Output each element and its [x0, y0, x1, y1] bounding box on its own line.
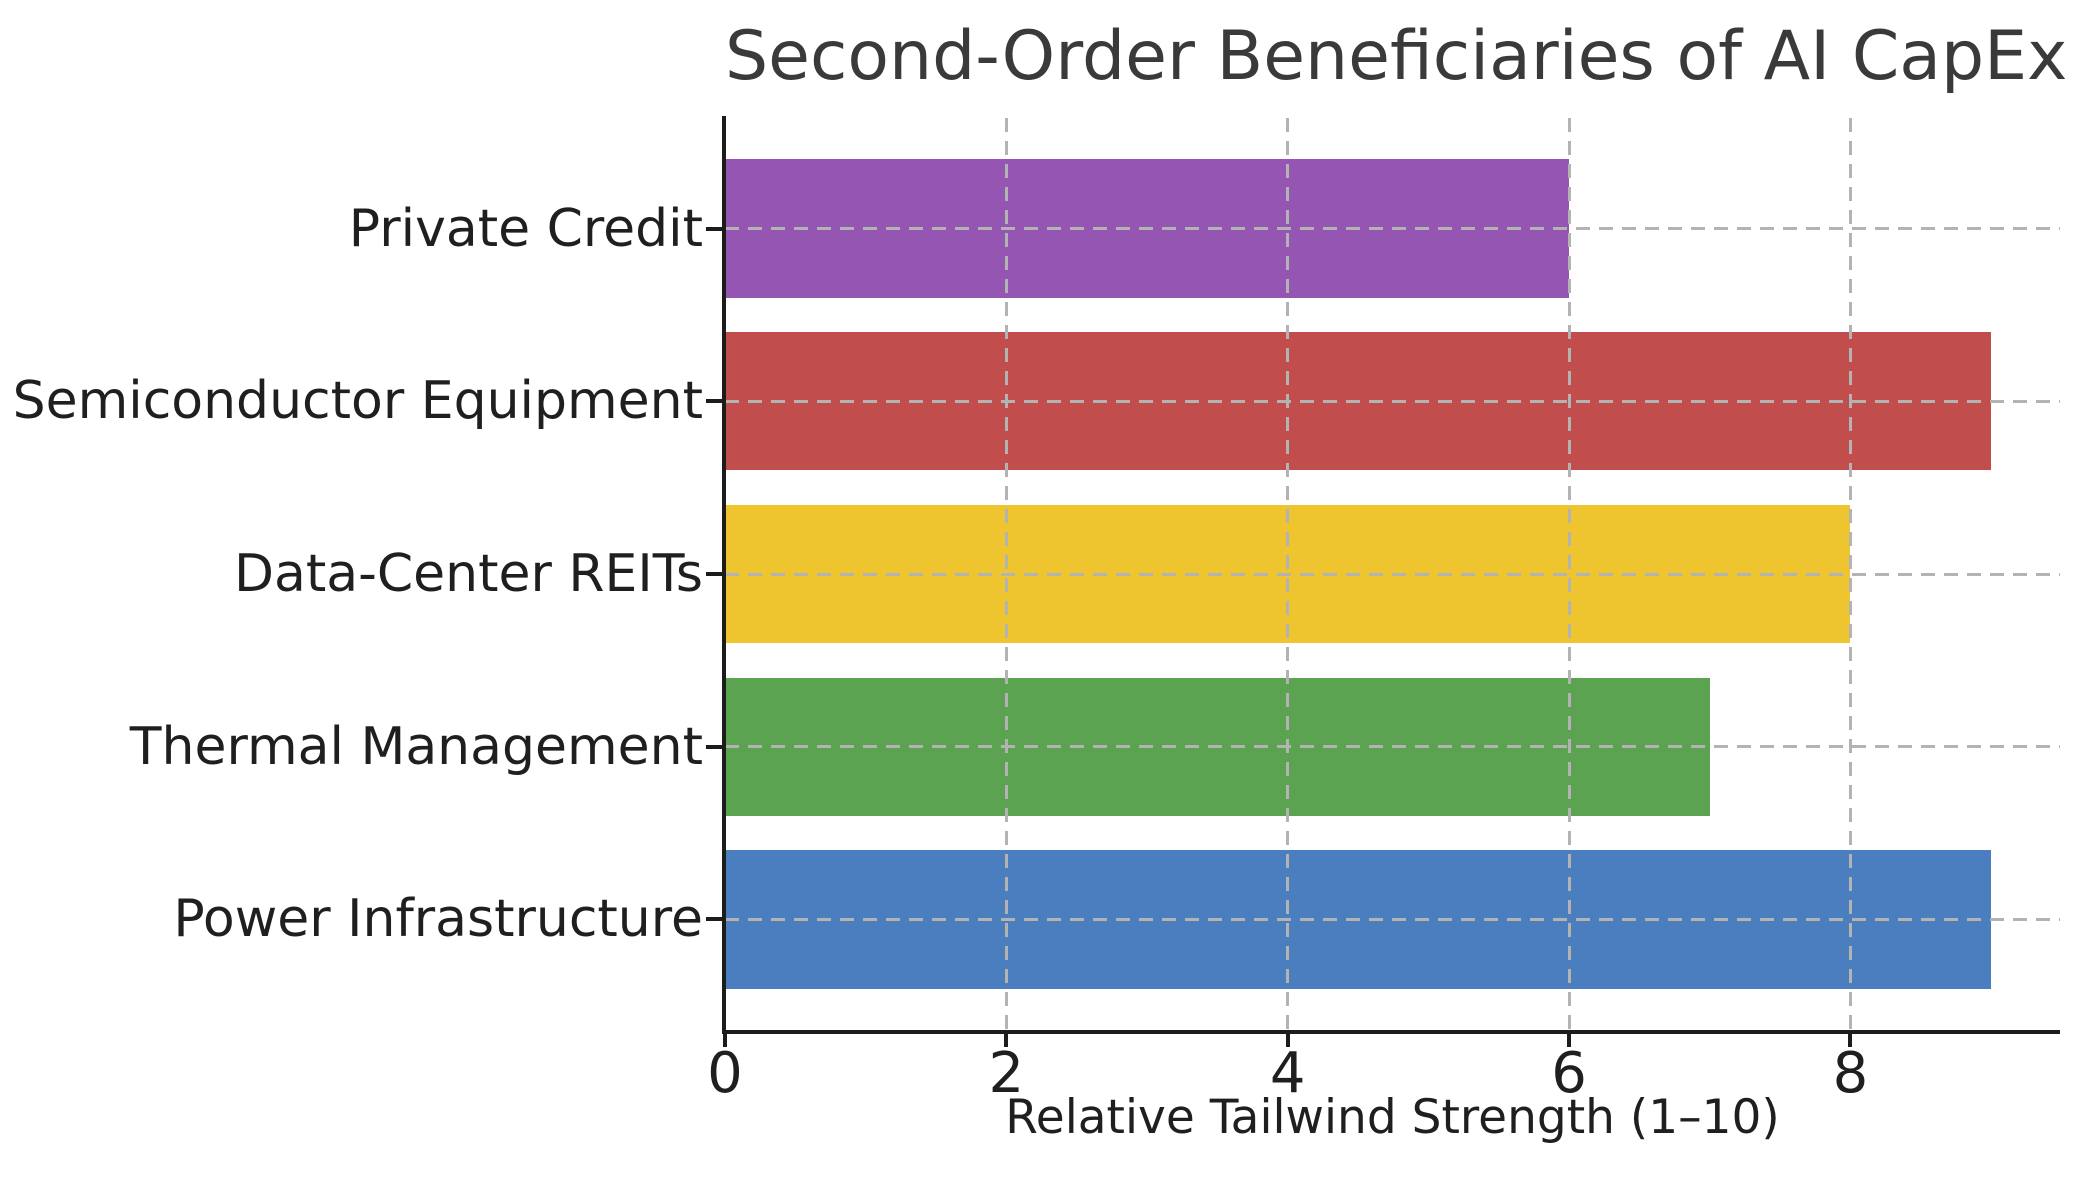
y-tick-label-private-credit: Private Credit — [348, 198, 703, 259]
x-tick-label-0: 0 — [707, 1041, 743, 1106]
h-gridline-data-center-reits — [725, 572, 2060, 576]
y-tick-label-thermal-management: Thermal Management — [129, 716, 703, 777]
h-gridline-thermal-management — [725, 745, 2060, 749]
x-tick-4 — [1285, 1034, 1290, 1047]
x-tick-label-8: 8 — [1832, 1041, 1869, 1106]
chart-title: Second-Order Beneficiaries of AI CapEx — [725, 17, 2068, 96]
x-tick-6 — [1567, 1034, 1572, 1047]
h-gridline-semiconductor-equipment — [725, 399, 2060, 403]
x-tick-label-4: 4 — [1269, 1041, 1306, 1106]
x-tick-label-2: 2 — [988, 1041, 1025, 1106]
h-gridline-private-credit — [725, 227, 2060, 231]
h-gridline-power-infrastructure — [725, 917, 2060, 921]
y-tick-label-data-center-reits: Data-Center REITs — [233, 544, 703, 604]
x-axis-spine — [722, 1030, 2060, 1034]
y-tick-power-infrastructure — [706, 917, 722, 922]
x-tick-8 — [1848, 1034, 1853, 1047]
x-tick-2 — [1004, 1034, 1009, 1047]
y-tick-label-power-infrastructure: Power Infrastructure — [173, 889, 703, 950]
x-axis-label: Relative Tailwind Strength (1–10) — [1005, 1090, 1780, 1145]
y-tick-data-center-reits — [706, 572, 722, 576]
x-tick-0 — [723, 1034, 727, 1047]
y-tick-semiconductor-equipment — [706, 399, 722, 404]
y-tick-thermal-management — [706, 744, 722, 749]
plot-area — [706, 116, 2060, 1047]
y-tick-label-semiconductor-equipment: Semiconductor Equipment — [12, 371, 703, 432]
y-axis-spine — [722, 116, 726, 1034]
y-tick-private-credit — [706, 226, 722, 231]
x-tick-label-6: 6 — [1551, 1041, 1587, 1106]
